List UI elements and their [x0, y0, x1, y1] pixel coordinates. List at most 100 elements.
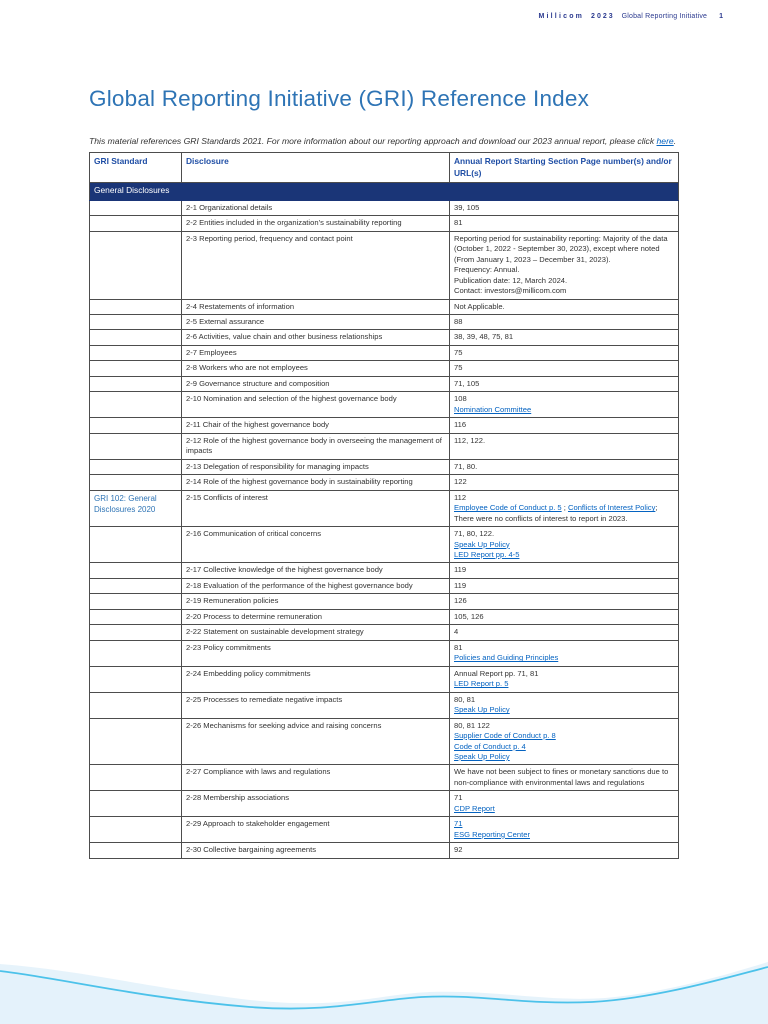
- table-row: 2-3 Reporting period, frequency and cont…: [89, 230, 679, 300]
- wave-line: [0, 966, 768, 1010]
- annual-report-cell: 116: [449, 417, 679, 434]
- annual-report-cell: 71 ESG Reporting Center: [449, 816, 679, 844]
- header-year: 2023: [591, 13, 615, 20]
- value-text: 71, 105: [454, 378, 480, 388]
- gri-standard-cell: [89, 816, 182, 844]
- document-link[interactable]: LED Report pp. 4-5: [454, 549, 520, 559]
- value-text: 126: [454, 596, 467, 606]
- value-text: 75: [454, 363, 463, 373]
- document-link[interactable]: Employee Code of Conduct p. 5: [454, 503, 562, 513]
- table-row: 2-17 Collective knowledge of the highest…: [89, 562, 679, 579]
- intro-text-before: This material references GRI Standards 2…: [89, 136, 657, 146]
- disclosure-cell: 2-25 Processes to remediate negative imp…: [181, 691, 450, 719]
- gri-standard-cell: [89, 329, 182, 346]
- value-text: Annual Report pp. 71, 81: [454, 668, 539, 678]
- table-row: GRI 102: General Disclosures 2020 2-15 Co…: [89, 489, 679, 528]
- gri-standard-cell: [89, 199, 182, 217]
- value-text: ;: [561, 503, 568, 513]
- value-line: 80, 81 122: [454, 721, 675, 731]
- disclosure-cell: 2-11 Chair of the highest governance bod…: [181, 417, 450, 434]
- gri-standard-cell: [89, 230, 182, 300]
- annual-report-cell: 112, 122.: [449, 432, 679, 460]
- document-link[interactable]: Code of Conduct p. 4: [454, 741, 526, 751]
- disclosure-cell: 2-30 Collective bargaining agreements: [181, 842, 450, 859]
- document-link[interactable]: ESG Reporting Center: [454, 829, 530, 839]
- value-line: 71, 80, 122.: [454, 529, 675, 539]
- value-line: 81: [454, 218, 675, 228]
- document-link[interactable]: CDP Report: [454, 803, 495, 813]
- value-line: 71: [454, 793, 675, 803]
- gri-table-body: General Disclosures 2-1 Organizational d…: [89, 182, 679, 859]
- value-text: Publication date: 12, March 2024.: [454, 275, 568, 285]
- table-header-row: GRI Standard Disclosure Annual Report St…: [89, 151, 679, 184]
- value-line: 119: [454, 581, 675, 591]
- annual-report-cell: 38, 39, 48, 75, 81: [449, 329, 679, 346]
- table-row: 2-12 Role of the highest governance body…: [89, 432, 679, 460]
- disclosure-cell: 2-27 Compliance with laws and regulation…: [181, 764, 450, 792]
- gri-standard-cell: [89, 717, 182, 766]
- gri-standard-cell: [89, 593, 182, 610]
- document-link[interactable]: Conflicts of Interest Policy: [568, 503, 656, 513]
- gri-standard-cell: [89, 474, 182, 491]
- value-line: Reporting period for sustainability repo…: [454, 234, 675, 265]
- table-row: 2-5 External assurance 88: [89, 313, 679, 331]
- document-link[interactable]: Policies and Guiding Principles: [454, 653, 559, 663]
- table-row: 2-7 Employees 75: [89, 344, 679, 362]
- document-link[interactable]: Supplier Code of Conduct p. 8: [454, 731, 556, 741]
- annual-report-cell: 88: [449, 313, 679, 331]
- value-line: 112: [454, 493, 675, 503]
- column-header-gri-standard: GRI Standard: [89, 151, 182, 184]
- annual-report-cell: 119: [449, 562, 679, 579]
- value-text: 112, 122.: [454, 435, 486, 445]
- disclosure-cell: 2-9 Governance structure and composition: [181, 375, 450, 393]
- table-row: 2-25 Processes to remediate negative imp…: [89, 691, 679, 719]
- value-line: 88: [454, 317, 675, 327]
- gri-standard-cell: [89, 608, 182, 626]
- value-line: 38, 39, 48, 75, 81: [454, 332, 675, 342]
- value-text: 122: [454, 477, 467, 487]
- gri-standard-cell: [89, 842, 182, 859]
- value-line: 4: [454, 627, 675, 637]
- value-line: There were no conflicts of interest to r…: [454, 514, 675, 524]
- disclosure-cell: 2-7 Employees: [181, 344, 450, 362]
- annual-report-cell: 108 Nomination Committee: [449, 391, 679, 419]
- annual-report-cell: Reporting period for sustainability repo…: [449, 230, 679, 300]
- annual-report-cell: 80, 81 Speak Up Policy: [449, 691, 679, 719]
- disclosure-cell: 2-1 Organizational details: [181, 199, 450, 217]
- document-link[interactable]: Speak Up Policy: [454, 752, 510, 761]
- annual-report-cell: 122: [449, 474, 679, 491]
- table-row: 2-29 Approach to stakeholder engagement 7…: [89, 816, 679, 844]
- value-line: ESG Reporting Center: [454, 830, 675, 840]
- table-row: 2-4 Restatements of information Not Appli…: [89, 298, 679, 316]
- value-line: 92: [454, 845, 675, 855]
- column-header-disclosure: Disclosure: [181, 151, 450, 184]
- document-link[interactable]: Nomination Committee: [454, 404, 532, 414]
- table-row: 2-30 Collective bargaining agreements 92: [89, 842, 679, 859]
- value-line: Annual Report pp. 71, 81: [454, 669, 675, 679]
- disclosure-cell: 2-12 Role of the highest governance body…: [181, 432, 450, 460]
- document-link[interactable]: LED Report p. 5: [454, 679, 509, 689]
- value-line: Not Applicable.: [454, 302, 675, 312]
- value-text: 112: [454, 492, 467, 502]
- footer-wave-decoration: [0, 928, 768, 1024]
- gri-standard-cell: [89, 526, 182, 564]
- table-row: 2-27 Compliance with laws and regulation…: [89, 764, 679, 792]
- value-line: 71, 105: [454, 379, 675, 389]
- here-link[interactable]: here: [656, 136, 674, 146]
- column-header-annual-report: Annual Report Starting Section Page numb…: [449, 151, 679, 184]
- value-text: Not Applicable.: [454, 301, 505, 311]
- table-row: 2-26 Mechanisms for seeking advice and r…: [89, 717, 679, 766]
- annual-report-cell: 75: [449, 360, 679, 377]
- disclosure-cell: 2-26 Mechanisms for seeking advice and r…: [181, 717, 450, 766]
- annual-report-cell: 71 CDP Report: [449, 790, 679, 818]
- disclosure-cell: 2-28 Membership associations: [181, 790, 450, 818]
- document-link[interactable]: Speak Up Policy: [454, 539, 510, 549]
- document-link[interactable]: 71: [454, 819, 463, 829]
- page-number: 1: [719, 13, 723, 20]
- value-line: Speak Up Policy: [454, 705, 675, 715]
- disclosure-cell: 2-8 Workers who are not employees: [181, 360, 450, 377]
- document-link[interactable]: Speak Up Policy: [454, 705, 510, 715]
- value-line: 75: [454, 363, 675, 373]
- wave-soft-band: [0, 962, 768, 1024]
